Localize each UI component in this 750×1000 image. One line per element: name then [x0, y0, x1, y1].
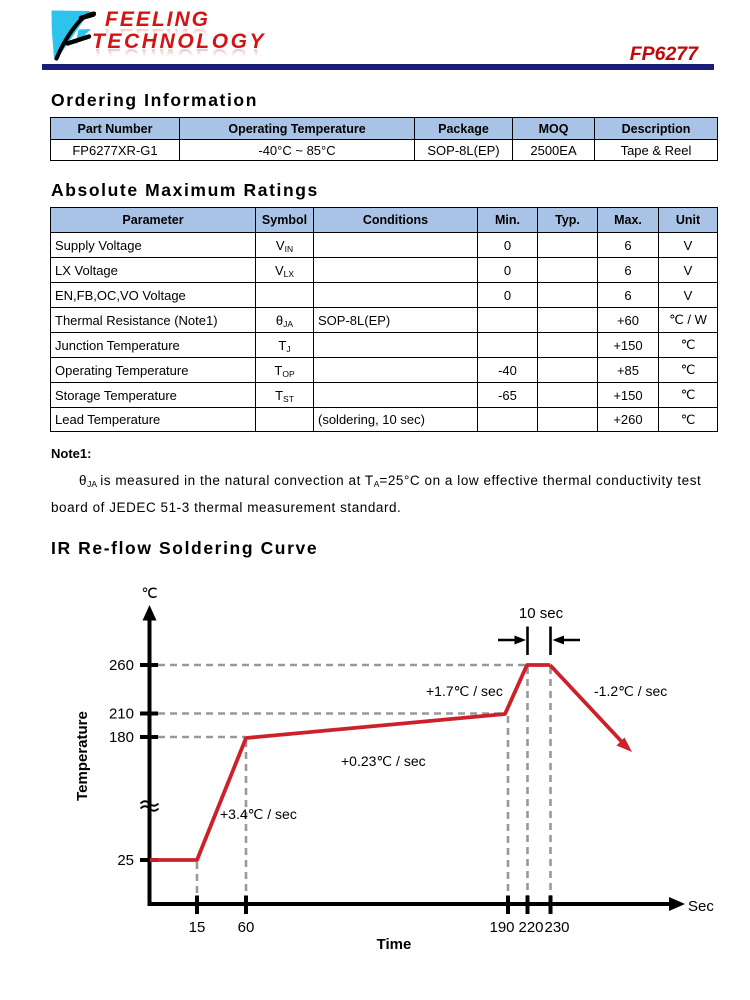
svg-text:15: 15 [189, 919, 206, 936]
svg-text:25: 25 [117, 852, 134, 869]
svg-text:220: 220 [518, 919, 543, 936]
svg-text:Temperature: Temperature [74, 711, 91, 801]
svg-text:Sec: Sec [688, 898, 714, 915]
svg-text:Time: Time [377, 936, 412, 953]
svg-text:-1.2℃ / sec: -1.2℃ / sec [594, 683, 667, 699]
svg-text:260: 260 [109, 657, 134, 674]
svg-text:190: 190 [489, 919, 514, 936]
svg-text:230: 230 [544, 919, 569, 936]
svg-text:180: 180 [109, 729, 134, 746]
svg-text:210: 210 [109, 706, 134, 723]
svg-text:+0.23℃ / sec: +0.23℃ / sec [341, 753, 426, 769]
svg-text:+3.4℃ / sec: +3.4℃ / sec [220, 806, 297, 822]
svg-text:60: 60 [238, 919, 255, 936]
svg-text:℃: ℃ [141, 586, 157, 602]
svg-text:10 sec: 10 sec [519, 605, 564, 622]
svg-text:+1.7℃ / sec: +1.7℃ / sec [426, 683, 503, 699]
